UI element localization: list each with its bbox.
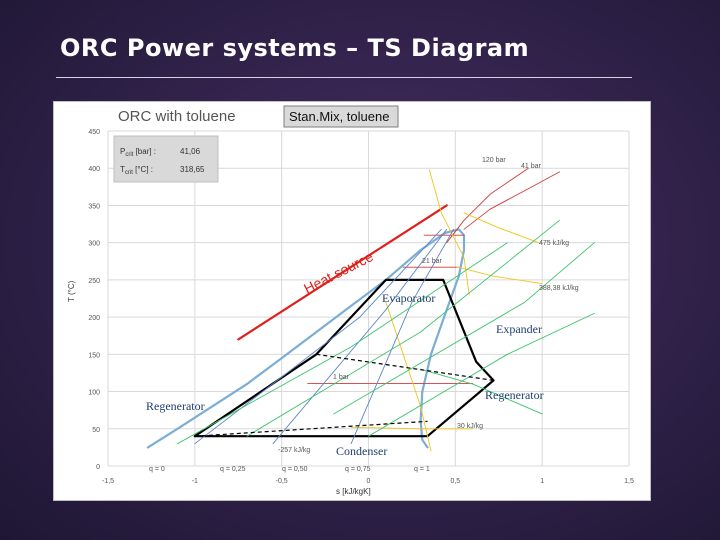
crit-p-unit: [bar] : — [133, 147, 156, 156]
critical-point-box — [113, 135, 219, 183]
isobar-41-label: 41 bar — [521, 163, 542, 170]
isobar-1-label: 1 bar — [333, 374, 350, 381]
tick-layer: 0 50 100 150 200 250 300 350 400 450 -1,5 -1 -0,5 0 0,… — [88, 129, 634, 485]
series-isochore-1 — [177, 242, 508, 445]
quality-075-label: q = 0,75 — [345, 466, 371, 473]
series-isochore-2 — [246, 219, 560, 437]
isobar-120-label: 120 bar — [482, 157, 506, 164]
series-layer — [146, 167, 595, 452]
crit-t-subscript: crit — [125, 170, 133, 176]
isenthalp-388-label: 388,38 kJ/kg — [539, 285, 579, 292]
series-isochore-4 — [368, 312, 595, 437]
x-tick-label: -1 — [192, 478, 198, 485]
critical-pressure-value: 41,06 — [180, 147, 201, 156]
slide-title: ORC Power systems – TS Diagram — [60, 34, 530, 62]
crit-p-symbol: P — [120, 147, 125, 156]
quality-1-label: q = 1 — [414, 466, 430, 473]
x-tick-label: -0,5 — [276, 478, 288, 485]
y-tick-label: 100 — [88, 390, 100, 397]
x-tick-label: 1 — [540, 478, 544, 485]
series-isobar-120bar — [446, 167, 529, 244]
ts-diagram-chart: 0 50 100 150 200 250 300 350 400 450 -1,5 -1 -0,5 0 0,… — [67, 105, 634, 496]
y-tick-label: 150 — [88, 352, 100, 359]
isenthalp-neg-label: -257 kJ/kg — [278, 447, 310, 454]
cycle-regen-dash-lower — [194, 420, 428, 437]
y-tick-label: 400 — [88, 166, 100, 173]
y-tick-label: 50 — [92, 427, 100, 434]
x-axis-label: s [kJ/kgK] — [336, 487, 371, 496]
crit-t-unit: [°C] : — [133, 165, 153, 174]
series-isenthalp-388 — [454, 266, 543, 285]
series-isobar-hi-b — [463, 171, 560, 230]
series-isenthalp-curve-a — [385, 301, 432, 452]
y-tick-label: 200 — [88, 315, 100, 322]
series-quality-025 — [194, 228, 442, 445]
critical-temp-label: Tcrit [°C] : — [120, 165, 153, 176]
series-saturation-dome — [146, 228, 466, 449]
evaporator-label: Evaporator — [382, 291, 435, 305]
regenerator-left-label: Regenerator — [146, 399, 205, 413]
isenthalp-30-label: 30 kJ/kg — [457, 423, 483, 430]
regenerator-right-label: Regenerator — [485, 388, 544, 402]
x-tick-label: 0 — [367, 478, 371, 485]
quality-025-label: q = 0,25 — [220, 466, 246, 473]
critical-temp-value: 318,65 — [180, 165, 205, 174]
isobar-21-label: 21 bar — [422, 258, 443, 265]
x-tick-label: 0,5 — [450, 478, 460, 485]
series-isenthalp-30 — [350, 426, 474, 430]
quality-0-label: q = 0 — [149, 466, 165, 473]
series-isochore-3 — [333, 242, 595, 415]
title-divider — [56, 77, 632, 78]
chart-subtitle: Stan.Mix, toluene — [289, 109, 389, 124]
ts-diagram-figure: 0 50 100 150 200 250 300 350 400 450 -1,5 -1 -0,5 0 0,… — [53, 101, 651, 501]
quality-050-label: q = 0,50 — [282, 466, 308, 473]
y-tick-label: 350 — [88, 203, 100, 210]
subtitle-box — [283, 105, 399, 128]
chart-title: ORC with toluene — [118, 108, 236, 125]
series-quality-050 — [272, 228, 448, 445]
isenthalp-475-label: 475 kJ/kg — [539, 240, 569, 247]
y-tick-label: 250 — [88, 278, 100, 285]
x-tick-label: 1,5 — [624, 478, 634, 485]
series-heat-source — [237, 204, 448, 341]
critical-pressure-label: Pcrit [bar] : — [120, 147, 156, 158]
cycle-regen-dash-upper — [316, 353, 494, 381]
series-quality-075 — [350, 228, 455, 445]
crit-p-subscript: crit — [125, 152, 133, 158]
y-tick-label: 0 — [96, 464, 100, 471]
expander-label: Expander — [496, 322, 542, 336]
condenser-label: Condenser — [336, 444, 387, 458]
y-tick-label: 450 — [88, 129, 100, 136]
crit-t-symbol: T — [120, 165, 125, 174]
series-isenthalp-curve-b — [428, 169, 470, 296]
heat-source-label: Heat source — [301, 248, 376, 297]
series-isochore-5 — [420, 368, 543, 415]
series-isenthalp-475 — [463, 212, 540, 244]
y-axis-label: T (°C) — [67, 280, 76, 302]
y-tick-label: 300 — [88, 241, 100, 248]
x-tick-label: -1,5 — [102, 478, 114, 485]
